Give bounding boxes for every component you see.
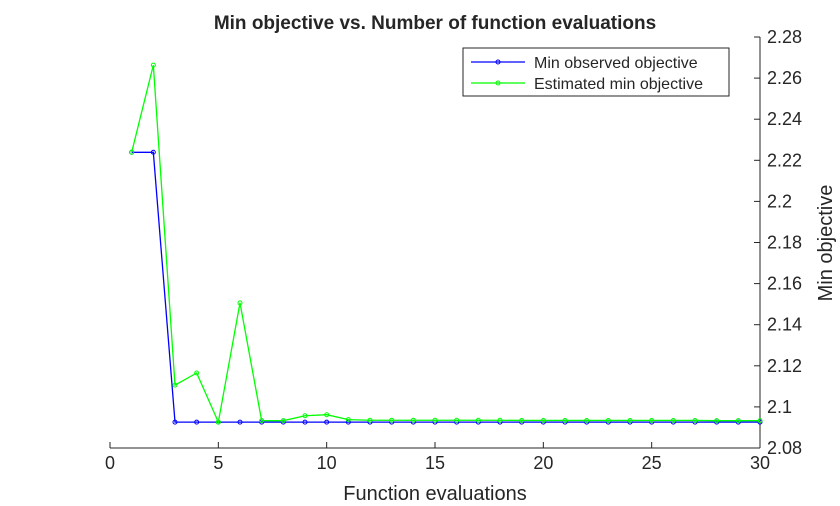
data-point-estimated-min-objective (324, 412, 330, 418)
data-point-estimated-min-objective (605, 417, 611, 423)
legend-box (462, 47, 730, 97)
data-point-estimated-min-objective (389, 417, 395, 423)
data-point-estimated-min-objective (367, 417, 373, 423)
data-point-estimated-min-objective (692, 417, 698, 423)
data-point-estimated-min-objective (280, 418, 286, 424)
data-point-estimated-min-objective (410, 417, 416, 423)
data-point-estimated-min-objective (345, 417, 351, 423)
y-tick-label: 2.22 (767, 150, 802, 170)
y-tick-label: 2.18 (767, 233, 802, 253)
plot-area (129, 62, 763, 425)
series-line-estimated-min-objective (131, 64, 760, 425)
y-tick-label: 2.26 (767, 68, 802, 88)
series-line-min-observed-objective (131, 151, 760, 423)
data-point-estimated-min-objective (714, 418, 720, 424)
data-point-estimated-min-objective (194, 370, 200, 376)
data-point-estimated-min-objective (649, 417, 655, 423)
x-tick-label: 10 (317, 453, 337, 473)
legend-label: Min observed objective (534, 55, 698, 72)
axes: 0 5 10 15 20 25 302.08 2.1 2.12 2.14 2.16 2.18 2.2 2.… (105, 27, 802, 473)
y-tick-label: 2.1 (767, 397, 792, 417)
y-tick-label: 2.24 (767, 109, 802, 129)
data-point-estimated-min-objective (735, 418, 741, 424)
data-point-estimated-min-objective (172, 382, 178, 388)
x-tick-label: 25 (642, 453, 662, 473)
data-point-min-observed-objective (324, 419, 330, 425)
data-point-min-observed-objective (150, 149, 156, 155)
data-point-estimated-min-objective (562, 417, 568, 423)
x-tick-label: 20 (533, 453, 553, 473)
data-point-estimated-min-objective (627, 417, 633, 423)
y-tick-label: 2.14 (767, 315, 802, 335)
data-point-estimated-min-objective (237, 300, 243, 306)
x-tick-label: 30 (750, 453, 770, 473)
legend-label: Estimated min objective (534, 76, 703, 93)
y-tick-label: 2.08 (767, 438, 802, 458)
data-point-estimated-min-objective (497, 417, 503, 423)
data-point-estimated-min-objective (475, 417, 481, 423)
data-point-estimated-min-objective (432, 417, 438, 423)
x-tick-label: 0 (105, 453, 115, 473)
data-point-min-observed-objective (172, 419, 178, 425)
x-axis-label: Function evaluations (343, 483, 526, 505)
data-point-estimated-min-objective (150, 62, 156, 68)
x-tick-label: 15 (425, 453, 445, 473)
y-tick-label: 2.2 (767, 191, 792, 211)
chart-title: Min objective vs. Number of function eva… (214, 13, 656, 34)
legend: Min observed objective Estimated min obje… (462, 47, 730, 97)
data-point-estimated-min-objective (129, 149, 135, 155)
x-tick-label: 5 (213, 453, 223, 473)
data-point-estimated-min-objective (302, 413, 308, 419)
legend-marker (495, 80, 501, 86)
y-axis-label: Min objective (815, 185, 837, 302)
data-point-estimated-min-objective (584, 417, 590, 423)
data-point-estimated-min-objective (215, 419, 221, 425)
data-point-min-observed-objective (302, 419, 308, 425)
data-point-min-observed-objective (194, 419, 200, 425)
data-point-estimated-min-objective (519, 417, 525, 423)
y-tick-label: 2.12 (767, 356, 802, 376)
data-point-estimated-min-objective (757, 418, 763, 424)
y-tick-label: 2.28 (767, 27, 802, 47)
data-point-estimated-min-objective (259, 418, 265, 424)
legend-marker (495, 59, 501, 65)
data-point-estimated-min-objective (454, 417, 460, 423)
data-point-min-observed-objective (237, 419, 243, 425)
data-point-estimated-min-objective (540, 417, 546, 423)
y-tick-label: 2.16 (767, 274, 802, 294)
data-point-estimated-min-objective (670, 417, 676, 423)
